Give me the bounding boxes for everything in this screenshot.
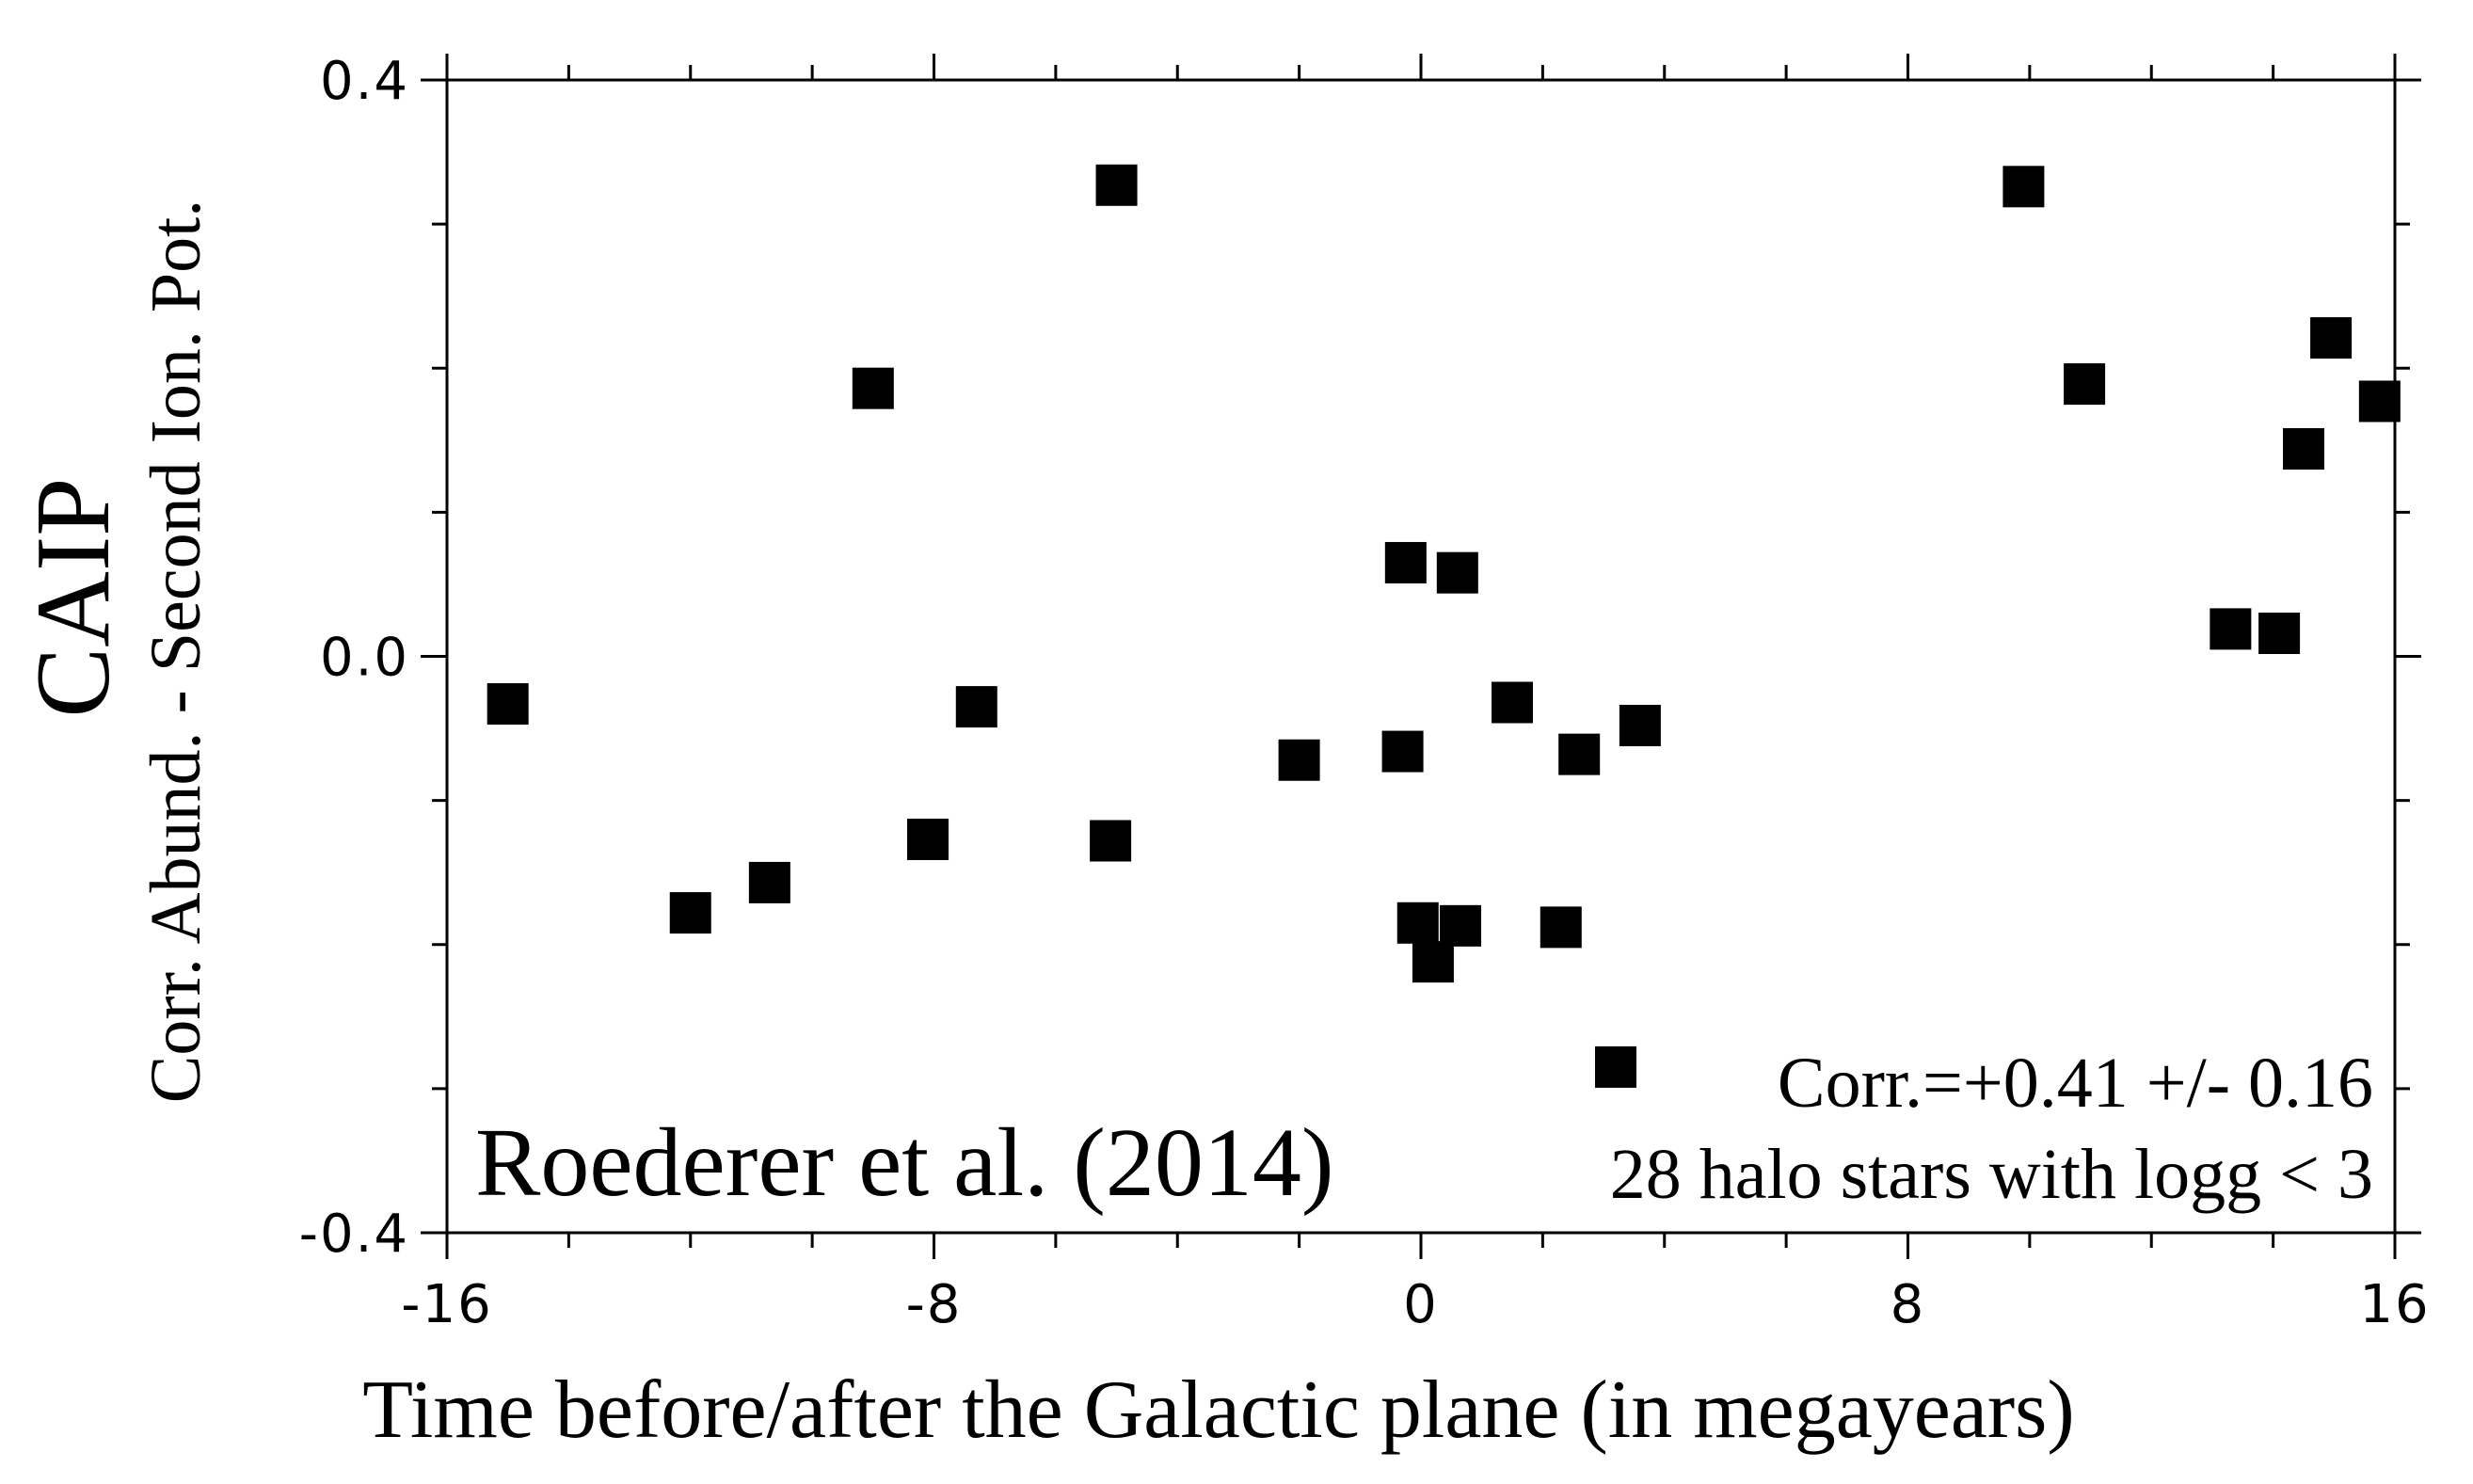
x-tick-label: 16 <box>2359 1274 2430 1335</box>
x-axis-label: Time before/after the Galactic plane (in… <box>362 1364 2074 1456</box>
x-tick-label: 0 <box>1403 1274 1439 1335</box>
data-point <box>1492 681 1534 724</box>
y-tick-label: -0.4 <box>299 1204 409 1265</box>
source-annotation: Roederer et al. (2014) <box>475 1109 1334 1217</box>
axis-tick-labels: -16 -8 0 8 16 -0.4 0.0 0.4 <box>299 51 2430 1335</box>
data-point <box>748 861 790 903</box>
data-point <box>1090 820 1132 862</box>
data-point <box>487 683 529 726</box>
y-axis-label: Corr. Abund. - Second Ion. Pot. <box>136 199 215 1104</box>
data-point <box>1384 541 1427 583</box>
y-tick-label: 0.4 <box>320 51 409 112</box>
data-point <box>955 686 997 728</box>
data-point <box>2258 613 2301 654</box>
data-points <box>487 164 2401 1088</box>
data-point <box>2282 428 2324 470</box>
data-point <box>2358 380 2401 423</box>
data-point <box>1278 739 1320 781</box>
data-point <box>2002 166 2045 208</box>
data-point <box>1619 705 1661 746</box>
x-tick-label: 8 <box>1891 1274 1926 1335</box>
sample-annotation: 28 halo stars with logg < 3 <box>1610 1135 2373 1214</box>
data-point <box>2064 363 2106 406</box>
y-axis-label-top: CAIP <box>15 477 132 717</box>
data-point <box>1095 164 1138 206</box>
x-tick-label: -16 <box>401 1274 492 1335</box>
y-tick-label: 0.0 <box>320 628 409 689</box>
data-point <box>1436 551 1478 594</box>
data-point <box>1558 733 1601 775</box>
x-tick-label: -8 <box>906 1274 963 1335</box>
data-point <box>2310 317 2353 359</box>
data-point <box>1381 730 1424 773</box>
data-point <box>852 367 894 409</box>
data-point <box>669 892 711 934</box>
data-point <box>2210 608 2252 650</box>
data-point <box>1440 904 1482 947</box>
correlation-annotation: Corr.=+0.41 +/- 0.16 <box>1778 1044 2373 1123</box>
data-point <box>1396 902 1439 944</box>
data-point <box>1540 906 1582 949</box>
data-point <box>907 818 949 860</box>
data-point <box>1412 941 1454 983</box>
data-point <box>1595 1045 1636 1088</box>
axis-ticks <box>421 54 2421 1259</box>
